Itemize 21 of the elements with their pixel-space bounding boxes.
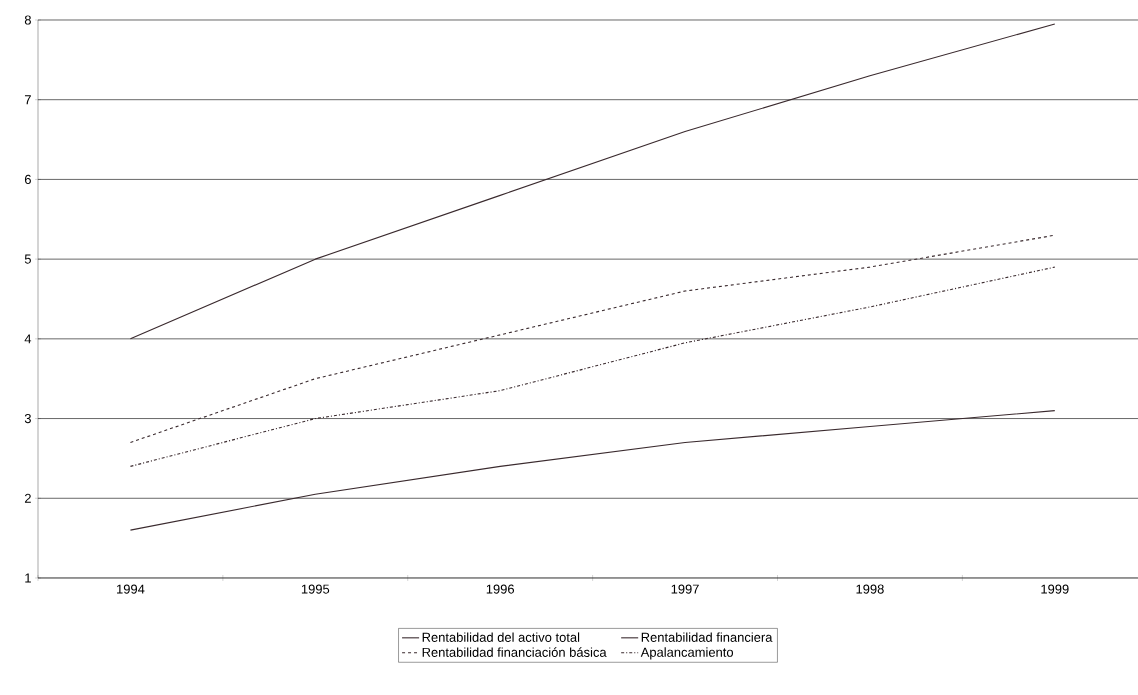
x-tick-label: 1994 <box>117 584 145 594</box>
y-tick-label: 8 <box>24 15 31 25</box>
line-series <box>129 23 1056 340</box>
y-tick-label: 7 <box>24 95 31 105</box>
legend-label: Rentabilidad financiación básica <box>422 647 607 657</box>
y-tick-label: 2 <box>24 493 31 503</box>
y-tick-label: 1 <box>25 573 31 583</box>
x-tick-label: 1997 <box>671 584 699 594</box>
legend-label: Rentabilidad financiera <box>641 632 773 642</box>
x-tick-label: 1995 <box>301 584 330 594</box>
y-tick-label: 5 <box>24 254 31 264</box>
y-tick-label: 6 <box>24 174 31 184</box>
legend-label: Rentabilidad del activo total <box>422 632 580 642</box>
y-tick-label: 4 <box>24 334 32 344</box>
x-tick-label: 1996 <box>486 584 515 594</box>
legend-label: Apalancamiento <box>640 647 734 660</box>
line-series <box>129 410 1056 531</box>
x-tick-label: 1998 <box>856 584 884 594</box>
x-tick-label: 1999 <box>1041 584 1069 594</box>
line-series <box>129 266 1056 467</box>
y-tick-label: 3 <box>24 413 31 424</box>
